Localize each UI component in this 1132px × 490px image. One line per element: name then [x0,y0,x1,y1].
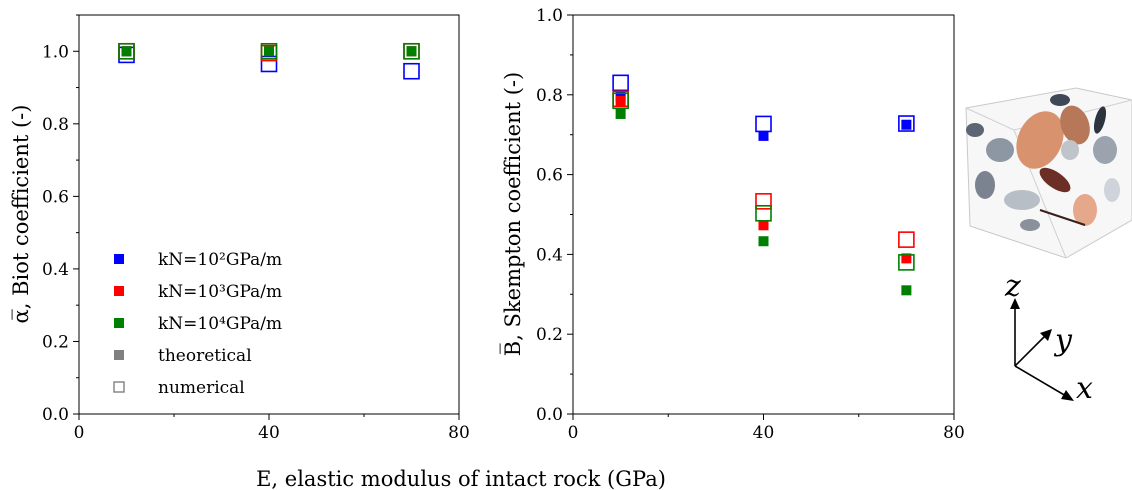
biot-x-tick-label: 0 [74,423,85,443]
skempton-y-axis-label: B̅, Skempton coefficient (-) [500,72,525,356]
legend-label: kN=10⁴GPa/m [158,314,282,334]
skempton-y-tick-label: 0.6 [536,166,563,186]
skempton-point-theoretical [758,236,769,247]
skempton-point-theoretical [758,220,769,231]
biot-x-tick-label: 80 [448,423,470,443]
legend-label: kN=10³GPa/m [158,282,282,302]
skempton-y-tick-label: 0.8 [536,86,563,106]
biot-point-numerical [118,42,135,60]
legend: kN=10²GPa/m kN=10³GPa/m kN=10⁴GPa/m theoret… [113,250,282,398]
skempton-point-numerical [898,115,915,132]
legend-marker [114,318,124,328]
biot-point-theoretical [121,46,132,57]
skempton-point-numerical [898,254,915,271]
biot-panel: 0 40 80 0.0 0.2 0.4 0.6 0.8 1.0 α̅, Biot coeffic… [9,14,470,443]
skempton-x-tick-label: 0 [568,423,579,443]
skempton-point-theoretical [901,253,912,264]
biot-x-tick-label: 40 [258,423,280,443]
axis-z-label: z [1004,269,1021,304]
skempton-y-tick-label: 1.0 [536,6,563,26]
fracture-network-cube-icon [965,87,1132,259]
skempton-y-tick-label: 0.2 [536,325,563,345]
skempton-point-theoretical [901,285,912,296]
biot-point-numerical [403,62,420,80]
skempton-point-numerical [612,74,629,92]
biot-plot-frame [78,14,460,415]
biot-point-numerical [403,42,420,60]
biot-y-tick-label: 0.0 [42,405,69,425]
skempton-panel: 0 40 80 0.0 0.2 0.4 0.6 0.8 1.0 B̅, Skempton coe… [500,6,965,443]
biot-y-axis-label: α̅, Biot coefficient (-) [9,105,33,324]
axis-y-label: y [1053,323,1073,358]
biot-y-tick-label: 0.4 [42,260,69,280]
skempton-point-theoretical [901,119,912,130]
biot-point-numerical [260,55,278,73]
skempton-y-tick-label: 0.0 [536,405,563,425]
skempton-ticks: 0 40 80 0.0 0.2 0.4 0.6 0.8 1.0 [536,6,965,443]
legend-label: numerical [158,378,245,398]
biot-point-theoretical [406,46,417,57]
skempton-point-numerical [612,92,629,110]
biot-y-tick-label: 0.2 [42,332,69,352]
skempton-point-theoretical [615,95,626,106]
skempton-x-tick-label: 80 [943,423,965,443]
biot-point-numerical [260,42,278,60]
skempton-x-tick-label: 40 [753,423,775,443]
biot-points [118,42,420,80]
skempton-point-numerical [755,205,772,222]
legend-marker [114,254,124,264]
legend-marker [114,350,124,360]
shared-x-axis-label: E, elastic modulus of intact rock (GPa) [256,467,666,490]
skempton-point-numerical [755,193,772,210]
legend-marker [113,381,125,393]
skempton-point-numerical [755,115,772,133]
biot-y-tick-label: 1.0 [42,42,69,62]
biot-y-tick-label: 0.6 [42,187,69,207]
biot-ticks: 0 40 80 0.0 0.2 0.4 0.6 0.8 1.0 [42,14,470,443]
skempton-point-theoretical [615,108,626,119]
legend-marker [114,286,124,296]
coordinate-axes-icon: z y x [1004,269,1093,406]
skempton-y-tick-label: 0.4 [536,245,563,265]
skempton-point-numerical [898,231,915,248]
axis-x-label: x [1076,371,1093,406]
biot-y-tick-label: 0.8 [42,115,69,135]
biot-point-theoretical [264,46,274,57]
legend-label: kN=10²GPa/m [158,250,282,270]
legend-label: theoretical [158,346,252,366]
skempton-point-theoretical [758,130,769,141]
skempton-points [612,74,915,296]
skempton-plot-frame [572,14,955,415]
